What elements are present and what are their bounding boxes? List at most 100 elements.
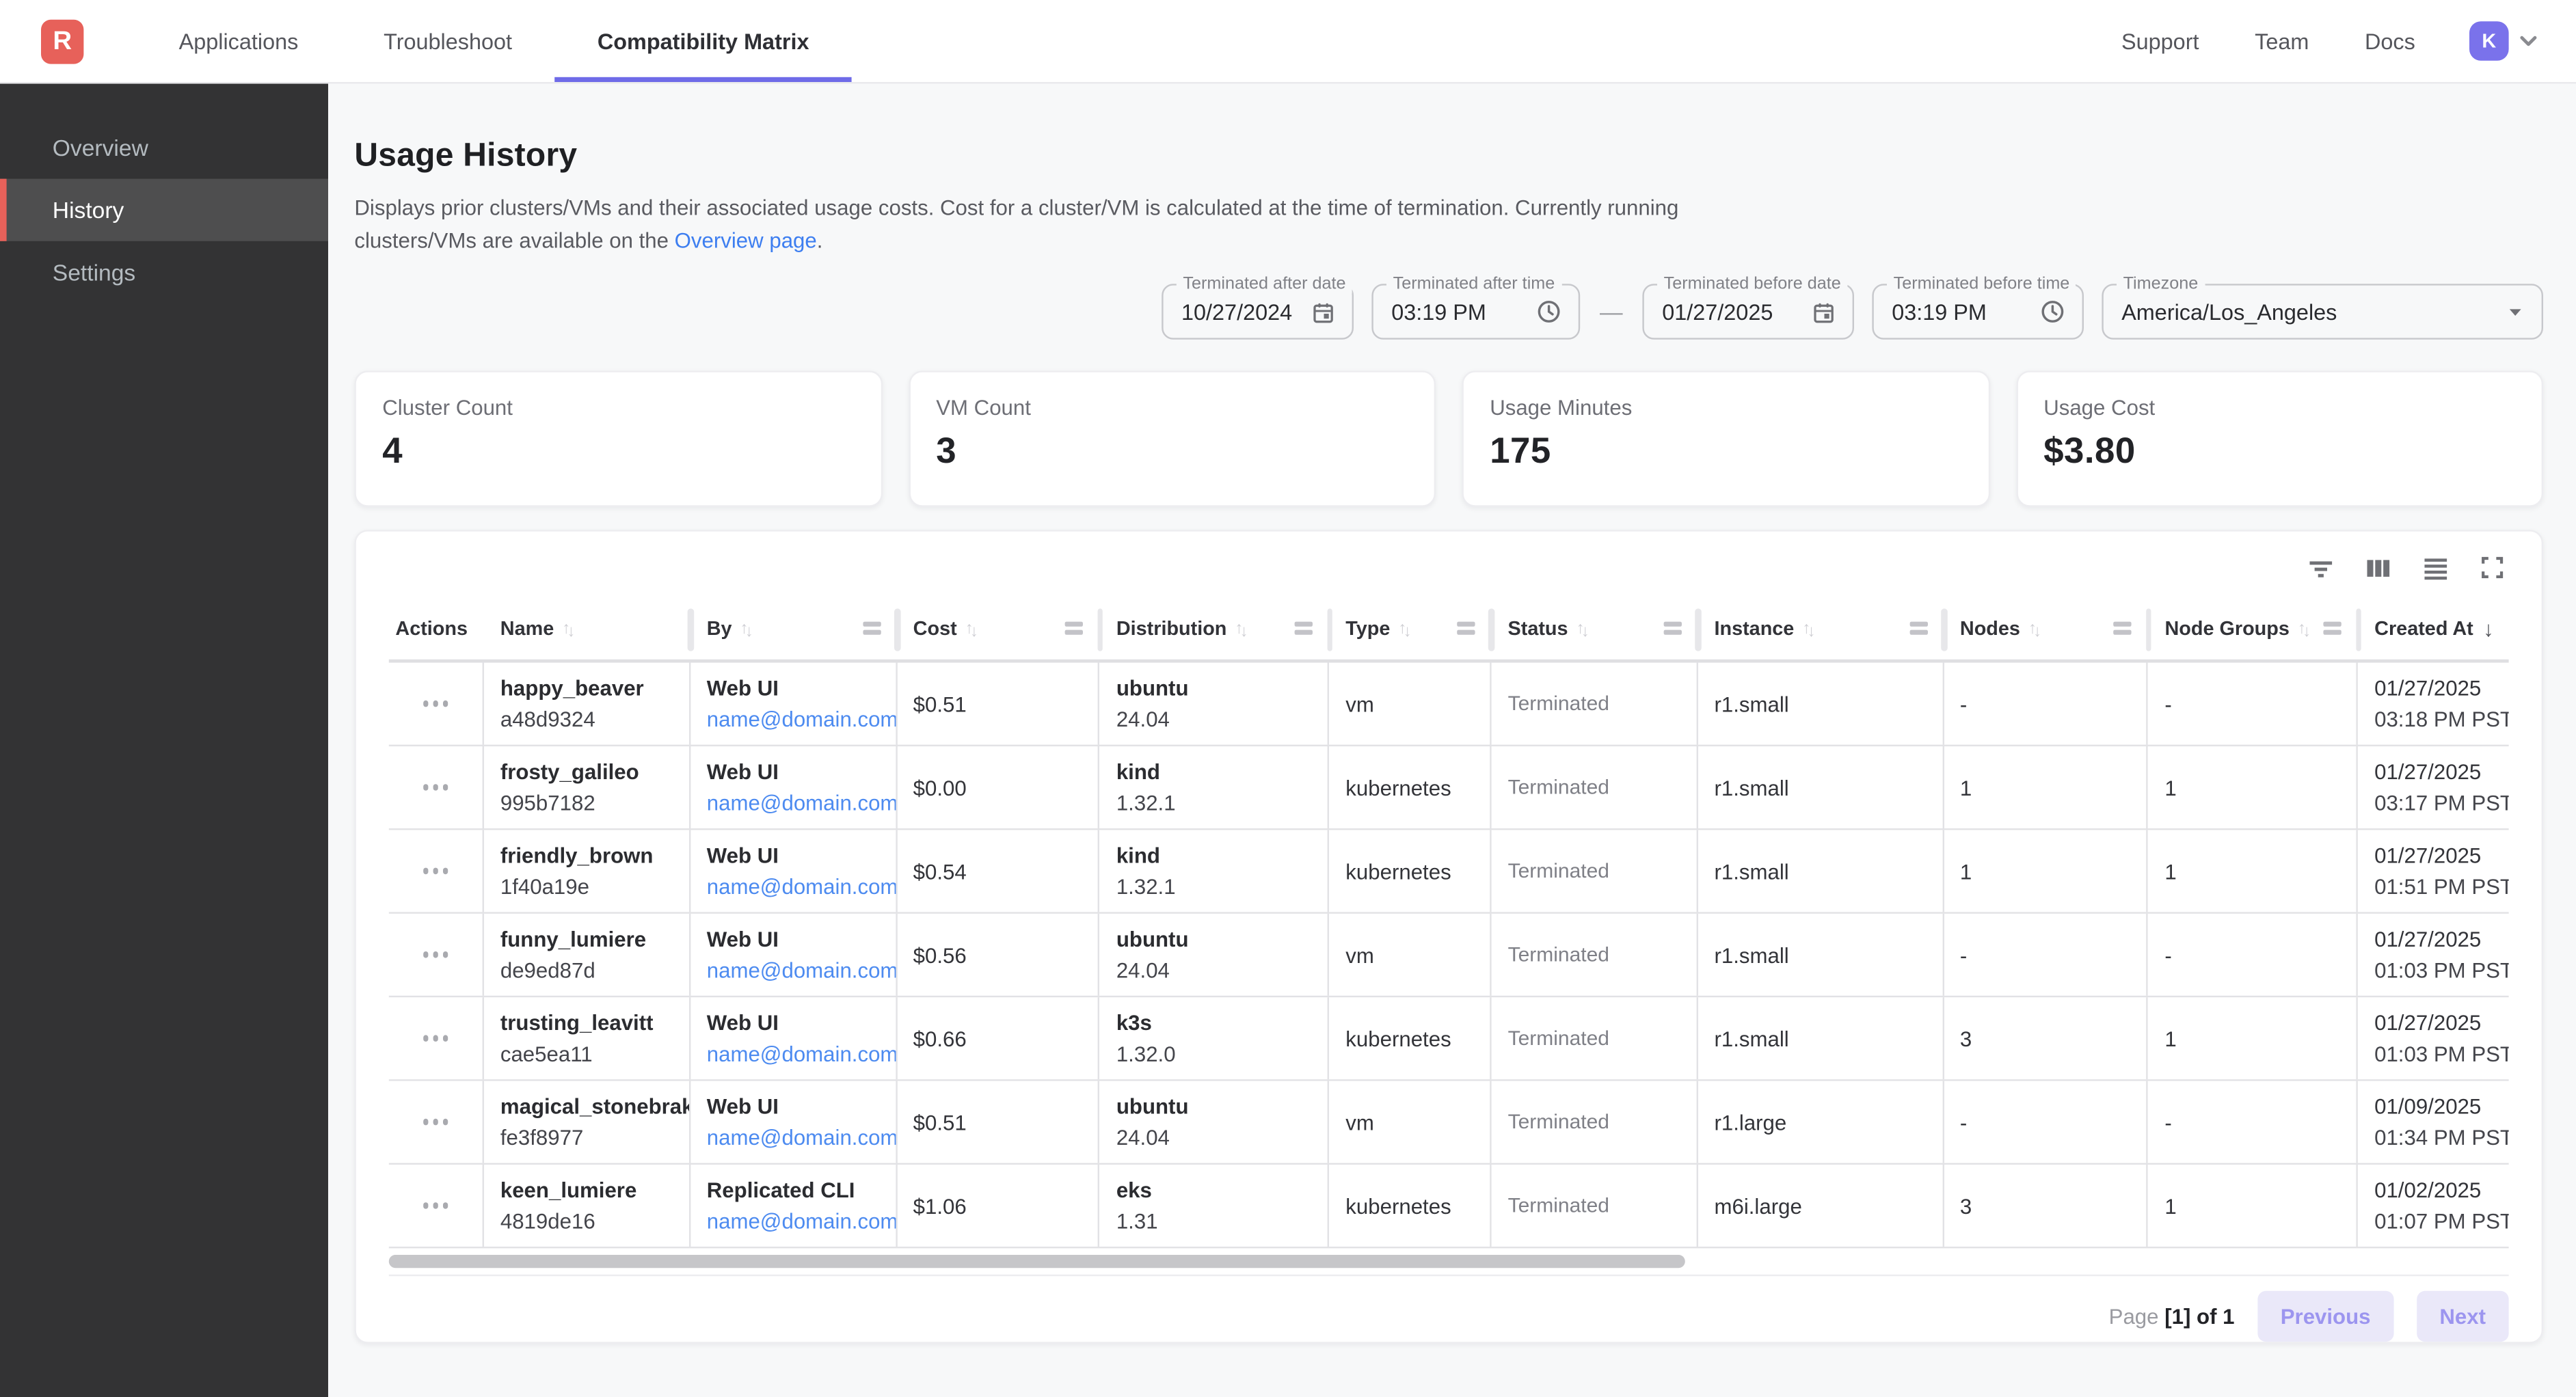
column-header-by[interactable]: By↑↓: [690, 597, 897, 660]
column-menu-icon[interactable]: [862, 622, 894, 634]
row-actions-icon[interactable]: [389, 1165, 484, 1247]
stat-label: Cluster Count: [382, 395, 854, 420]
replicated-logo[interactable]: R: [41, 20, 83, 64]
email-link[interactable]: name@domain.com: [707, 1122, 879, 1154]
row-actions-icon[interactable]: [389, 830, 484, 912]
clock-icon: [1535, 299, 1561, 325]
overview-page-link[interactable]: Overview page: [675, 228, 817, 253]
column-header-status[interactable]: Status↑↓: [1492, 597, 1698, 660]
scrollbar-thumb[interactable]: [389, 1255, 1685, 1268]
cell-distribution: kind1.32.1: [1100, 830, 1329, 912]
row-actions-icon[interactable]: [389, 663, 484, 745]
sorted-desc-icon[interactable]: ↓: [2483, 616, 2494, 640]
tab-applications[interactable]: Applications: [136, 0, 341, 82]
filter-terminated-before-date[interactable]: Terminated before date01/27/2025: [1642, 284, 1854, 340]
name-primary: keen_lumiere: [500, 1174, 673, 1206]
nodes-value: -: [1960, 688, 2130, 720]
email-link[interactable]: name@domain.com: [707, 787, 879, 819]
sort-icon[interactable]: ↑↓: [1802, 619, 1812, 637]
column-header-cost[interactable]: Cost↑↓: [897, 597, 1100, 660]
user-avatar[interactable]: K: [2469, 21, 2509, 61]
fullscreen-icon[interactable]: [2479, 554, 2505, 580]
sort-icon[interactable]: ↑↓: [1235, 619, 1244, 637]
column-menu-icon[interactable]: [1295, 622, 1326, 634]
nav-link-team[interactable]: Team: [2227, 29, 2337, 53]
sort-icon[interactable]: ↑↓: [2028, 619, 2038, 637]
cell-distribution: k3s1.32.0: [1100, 997, 1329, 1079]
email-link[interactable]: name@domain.com: [707, 1206, 879, 1237]
created_at-primary: 01/02/2025: [2374, 1174, 2492, 1206]
column-menu-icon[interactable]: [1457, 622, 1488, 634]
status-value: Terminated: [1508, 939, 1680, 971]
row-actions-icon[interactable]: [389, 1081, 484, 1163]
tab-troubleshoot[interactable]: Troubleshoot: [341, 0, 555, 82]
filter-timezone[interactable]: TimezoneAmerica/Los_Angeles: [2102, 284, 2543, 340]
status-value: Terminated: [1508, 1107, 1680, 1138]
column-header-actions[interactable]: Actions: [389, 597, 484, 660]
created_at-secondary: 01:03 PM PST: [2374, 955, 2492, 986]
email-link[interactable]: name@domain.com: [707, 871, 879, 902]
sort-icon[interactable]: ↑↓: [1398, 619, 1408, 637]
row-actions-icon[interactable]: [389, 746, 484, 828]
stat-value: 175: [1490, 430, 1961, 472]
email-link[interactable]: name@domain.com: [707, 955, 879, 986]
chevron-down-icon[interactable]: [2517, 29, 2540, 53]
main-content: Usage History Displays prior clusters/VM…: [328, 83, 2576, 1397]
column-header-name[interactable]: Name ↑↓: [484, 597, 690, 660]
name-secondary: 995b7182: [500, 787, 673, 819]
clock-icon: [2039, 299, 2065, 325]
page-description: Displays prior clusters/VMs and their as…: [354, 192, 2543, 258]
columns-icon[interactable]: [2364, 554, 2392, 582]
table-row: friendly_brown1f40a19eWeb UIname@domain.…: [389, 830, 2509, 913]
filter-terminated-after-date[interactable]: Terminated after date10/27/2024: [1162, 284, 1354, 340]
sidebar-item-overview[interactable]: Overview: [0, 116, 328, 178]
sort-icon[interactable]: ↑↓: [562, 619, 572, 637]
column-menu-icon[interactable]: [1065, 622, 1097, 634]
sidebar-item-settings[interactable]: Settings: [0, 241, 328, 303]
cell-type: kubernetes: [1329, 997, 1491, 1079]
sort-icon[interactable]: ↑↓: [1577, 619, 1586, 637]
tab-compatibility-matrix[interactable]: Compatibility Matrix: [554, 0, 851, 82]
column-header-created_at[interactable]: Created At↓: [2358, 597, 2508, 660]
email-link[interactable]: name@domain.com: [707, 1038, 879, 1070]
column-header-instance[interactable]: Instance↑↓: [1698, 597, 1943, 660]
sidebar-item-history[interactable]: History: [0, 179, 328, 241]
filter-terminated-before-time[interactable]: Terminated before time03:19 PM: [1872, 284, 2084, 340]
cell-cost: $0.51: [897, 1081, 1100, 1163]
column-header-nodes[interactable]: Nodes↑↓: [1944, 597, 2149, 660]
column-header-type[interactable]: Type↑↓: [1329, 597, 1491, 660]
created_at-secondary: 01:51 PM PST: [2374, 871, 2492, 902]
filter-terminated-after-time[interactable]: Terminated after time03:19 PM: [1371, 284, 1580, 340]
next-page-button[interactable]: Next: [2417, 1290, 2509, 1341]
column-menu-icon[interactable]: [2114, 622, 2145, 634]
sort-icon[interactable]: ↑↓: [740, 619, 750, 637]
nav-link-support[interactable]: Support: [2093, 29, 2227, 53]
density-icon[interactable]: [2421, 554, 2450, 582]
cell-cost: $0.54: [897, 830, 1100, 912]
caret-down-icon: [2506, 302, 2525, 322]
cell-type: kubernetes: [1329, 1165, 1491, 1247]
cell-nodes: -: [1944, 663, 2149, 745]
row-actions-icon[interactable]: [389, 914, 484, 996]
sort-icon[interactable]: ↑↓: [965, 619, 975, 637]
row-actions-icon[interactable]: [389, 997, 484, 1079]
column-label: Name: [500, 616, 554, 640]
previous-page-button[interactable]: Previous: [2257, 1290, 2393, 1341]
email-link[interactable]: name@domain.com: [707, 704, 879, 735]
sort-icon[interactable]: ↑↓: [2298, 619, 2307, 637]
filter-label: Terminated before time: [1887, 274, 2076, 294]
column-menu-icon[interactable]: [1663, 622, 1695, 634]
cell-status: Terminated: [1492, 746, 1698, 828]
cell-cost: $0.51: [897, 663, 1100, 745]
column-menu-icon[interactable]: [1909, 622, 1941, 634]
nav-right: SupportTeamDocs K: [2093, 0, 2576, 82]
table-row: keen_lumiere4819de16Replicated CLIname@d…: [389, 1165, 2509, 1248]
filter-icon[interactable]: [2307, 554, 2335, 582]
column-header-distribution[interactable]: Distribution↑↓: [1100, 597, 1329, 660]
calendar-icon: [1311, 299, 1336, 324]
column-header-node_groups[interactable]: Node Groups↑↓: [2148, 597, 2358, 660]
nav-link-docs[interactable]: Docs: [2337, 29, 2443, 53]
cell-node_groups: 1: [2148, 997, 2358, 1079]
column-menu-icon[interactable]: [2324, 622, 2355, 634]
cell-created_at: 01/27/202501:03 PM PST: [2358, 997, 2508, 1079]
